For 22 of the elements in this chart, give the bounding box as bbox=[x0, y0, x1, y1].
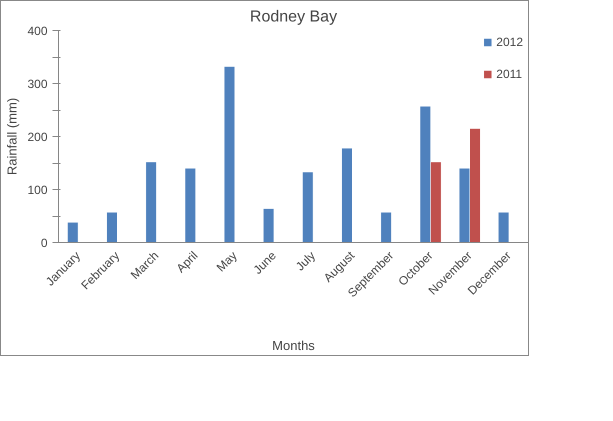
bar bbox=[498, 212, 510, 242]
bar bbox=[302, 172, 314, 242]
bar bbox=[224, 66, 235, 242]
bar bbox=[341, 148, 352, 242]
y-tick-label: 200 bbox=[27, 130, 48, 144]
bar bbox=[146, 162, 157, 242]
y-tick-label: 300 bbox=[27, 77, 48, 91]
y-tick-label: 400 bbox=[27, 24, 48, 38]
x-axis-title: Months bbox=[272, 338, 316, 353]
legend-label: 2012 bbox=[496, 35, 523, 49]
x-tick-label: July bbox=[293, 248, 318, 274]
y-tick-label: 100 bbox=[27, 183, 48, 197]
y-axis-title: Rainfall (mm) bbox=[4, 98, 20, 176]
bar bbox=[380, 212, 392, 242]
chart-title: Rodney Bay bbox=[250, 8, 338, 26]
y-tick-label: 0 bbox=[40, 236, 48, 250]
bar bbox=[67, 222, 78, 242]
bar bbox=[106, 212, 118, 242]
bar bbox=[184, 168, 196, 242]
legend-label: 2011 bbox=[496, 67, 522, 81]
bar bbox=[263, 208, 274, 242]
x-tick-label: May bbox=[214, 248, 240, 274]
